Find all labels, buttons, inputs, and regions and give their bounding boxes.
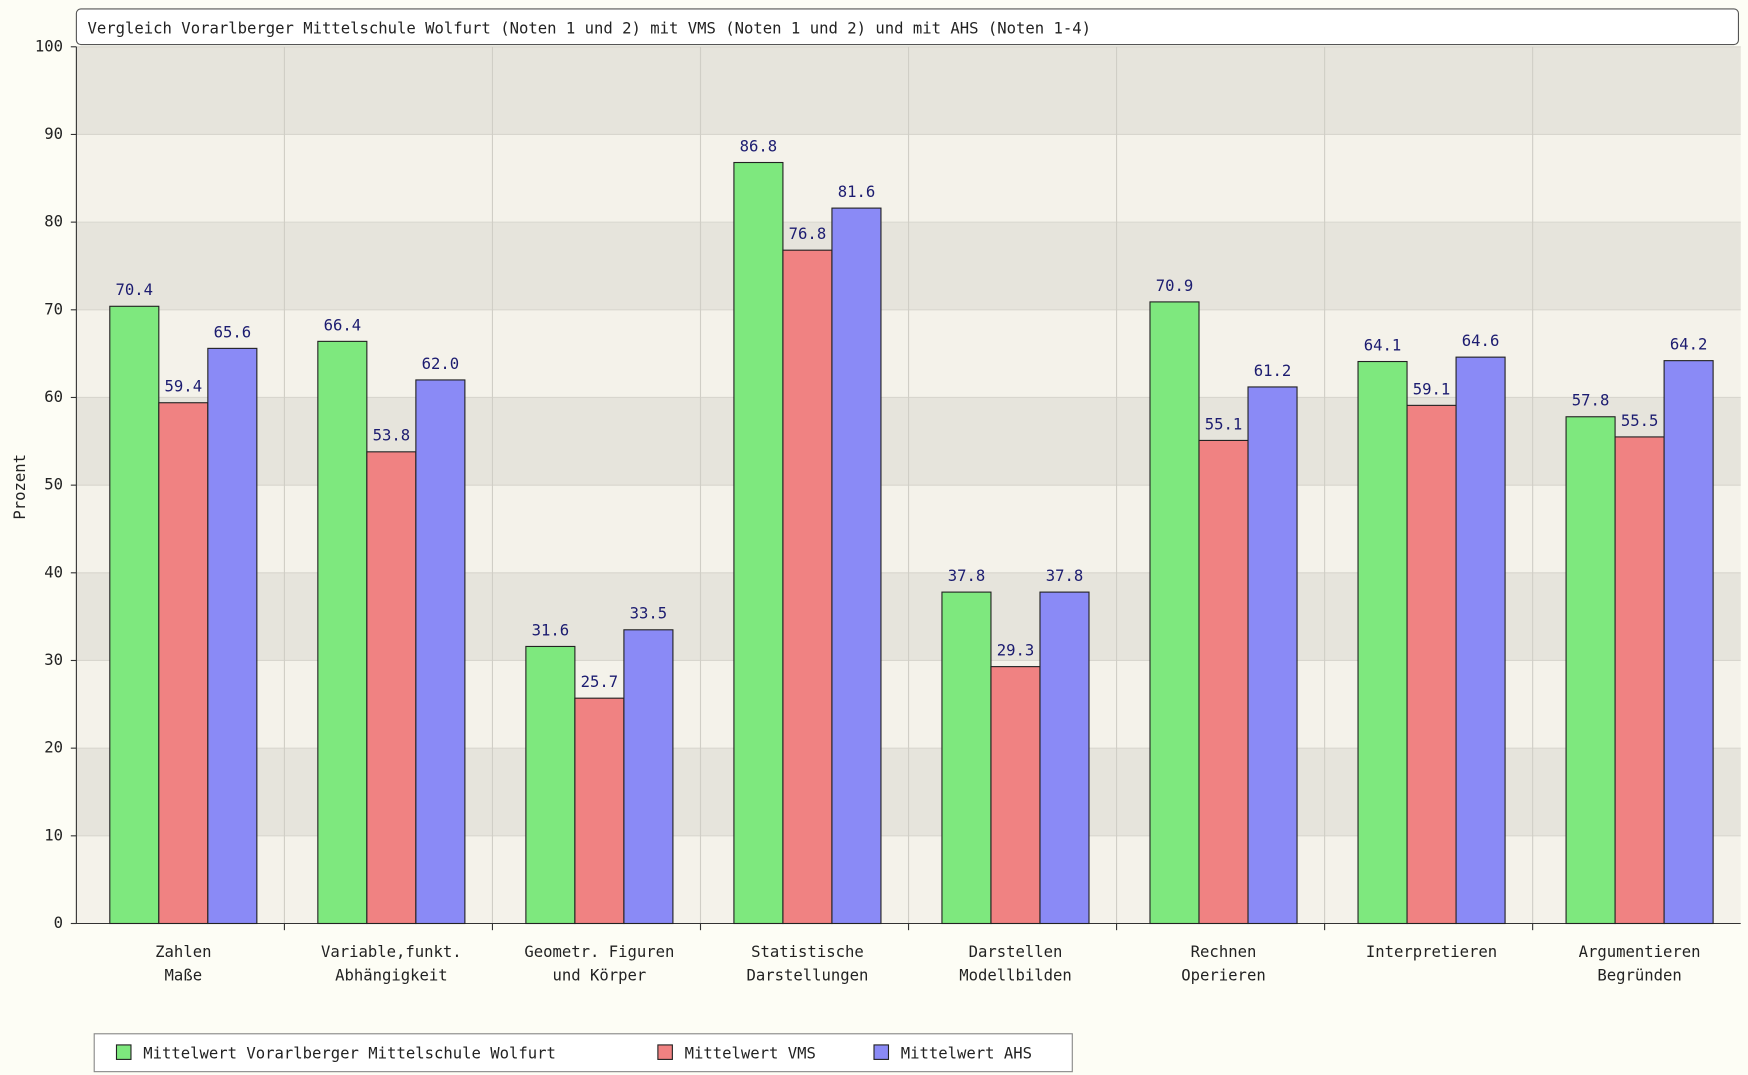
x-tick-label: Rechnen <box>1191 943 1257 961</box>
x-tick-label: Darstellen <box>969 943 1063 961</box>
x-tick-label: Variable,funkt. <box>321 943 462 961</box>
legend-label: Mittelwert AHS <box>901 1044 1032 1062</box>
value-label: 59.1 <box>1413 380 1451 398</box>
bar <box>783 250 832 923</box>
legend-swatch <box>658 1045 672 1059</box>
y-axis-label: Prozent <box>11 454 29 520</box>
x-tick-label: Interpretieren <box>1366 943 1497 961</box>
y-tick-label: 10 <box>44 826 63 844</box>
value-label: 37.8 <box>948 567 986 585</box>
x-tick-label: Geometr. Figuren <box>524 943 674 961</box>
bar <box>575 698 624 923</box>
x-tick-label: Argumentieren <box>1579 943 1701 961</box>
value-label: 66.4 <box>324 316 362 334</box>
value-label: 37.8 <box>1046 567 1084 585</box>
legend-swatch <box>116 1045 130 1059</box>
x-tick-label: Statistische <box>751 943 864 961</box>
y-tick-label: 20 <box>44 739 63 757</box>
bar <box>1615 437 1664 924</box>
value-label: 61.2 <box>1254 362 1292 380</box>
bar <box>110 306 159 923</box>
value-label: 29.3 <box>997 642 1035 660</box>
bar <box>1358 362 1407 924</box>
value-label: 65.6 <box>214 323 252 341</box>
bar <box>318 341 367 923</box>
value-label: 64.1 <box>1364 336 1402 354</box>
value-label: 57.8 <box>1572 392 1610 410</box>
x-tick-label: Operieren <box>1181 966 1265 984</box>
value-label: 53.8 <box>373 427 411 445</box>
y-tick-label: 50 <box>44 476 63 494</box>
bar <box>1040 592 1089 923</box>
chart-title: Vergleich Vorarlberger Mittelschule Wolf… <box>88 19 1092 37</box>
y-tick-label: 90 <box>44 125 63 143</box>
y-tick-label: 60 <box>44 388 63 406</box>
bar <box>1407 405 1456 923</box>
value-label: 76.8 <box>789 225 827 243</box>
value-label: 59.4 <box>165 378 203 396</box>
x-tick-label: Darstellungen <box>746 966 868 984</box>
value-label: 62.0 <box>422 355 460 373</box>
y-tick-label: 100 <box>35 37 63 55</box>
bar <box>208 348 257 923</box>
x-tick-label: Zahlen <box>155 943 211 961</box>
bar <box>624 630 673 924</box>
bar <box>416 380 465 924</box>
legend-swatch <box>874 1045 888 1059</box>
bar <box>832 208 881 923</box>
bar <box>942 592 991 923</box>
y-tick-label: 0 <box>54 914 63 932</box>
bar <box>991 667 1040 924</box>
bar <box>1248 387 1297 924</box>
bar <box>1199 440 1248 923</box>
bar <box>526 646 575 923</box>
value-label: 33.5 <box>630 605 668 623</box>
value-label: 86.8 <box>740 137 778 155</box>
x-tick-label: Maße <box>165 966 203 984</box>
x-tick-label: Begründen <box>1597 966 1681 984</box>
bar <box>159 403 208 924</box>
bar <box>1664 361 1713 924</box>
value-label: 55.1 <box>1205 415 1243 433</box>
value-label: 55.5 <box>1621 412 1659 430</box>
x-tick-label: Modellbilden <box>959 966 1072 984</box>
value-label: 81.6 <box>838 183 876 201</box>
y-tick-label: 80 <box>44 213 63 231</box>
value-label: 64.2 <box>1670 336 1708 354</box>
bar <box>734 163 783 924</box>
bar <box>1566 417 1615 924</box>
y-tick-label: 40 <box>44 563 63 581</box>
bar <box>1456 357 1505 923</box>
value-label: 25.7 <box>581 673 619 691</box>
bar <box>1150 302 1199 924</box>
y-tick-label: 70 <box>44 300 63 318</box>
y-tick-label: 30 <box>44 651 63 669</box>
bar <box>367 452 416 924</box>
x-tick-label: und Körper <box>553 966 647 984</box>
value-label: 64.6 <box>1462 332 1500 350</box>
value-label: 31.6 <box>532 621 570 639</box>
legend-label: Mittelwert VMS <box>685 1044 816 1062</box>
x-tick-label: Abhängigkeit <box>335 966 448 984</box>
legend-label: Mittelwert Vorarlberger Mittelschule Wol… <box>143 1044 556 1062</box>
value-label: 70.4 <box>116 281 154 299</box>
value-label: 70.9 <box>1156 277 1194 295</box>
chart: Vergleich Vorarlberger Mittelschule Wolf… <box>0 0 1748 1075</box>
